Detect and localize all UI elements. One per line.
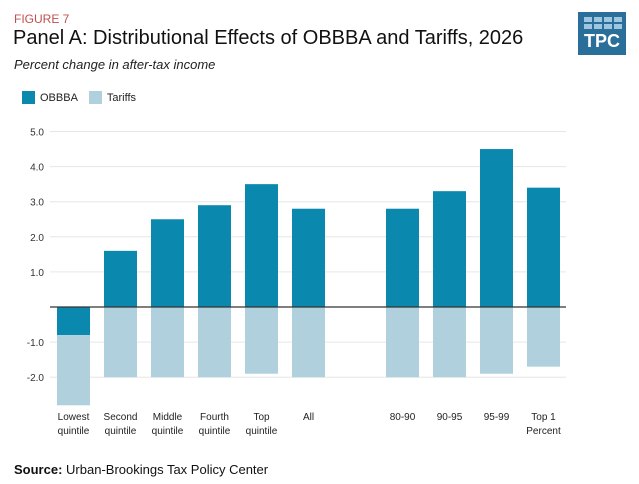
- bar-obbba: [292, 208, 325, 307]
- legend-swatch-tariffs: [88, 91, 102, 104]
- legend-swatch-obbba: [22, 91, 35, 104]
- bar-obbba: [386, 208, 419, 307]
- x-tick-label: All: [303, 412, 314, 423]
- x-tick-label: quintile: [199, 426, 231, 437]
- x-tick-label: quintile: [152, 426, 184, 437]
- y-tick-label: -2.0: [27, 373, 45, 384]
- chart-title: Panel A: Distributional Effects of OBBBA…: [13, 27, 524, 49]
- bar-tariffs: [151, 307, 184, 378]
- x-tick-label: 80-90: [390, 412, 416, 423]
- bar-obbba: [57, 307, 90, 336]
- bar-tariffs: [433, 307, 466, 378]
- x-tick-label: Lowest: [58, 412, 90, 423]
- x-tick-label: quintile: [246, 426, 278, 437]
- x-tick-label: Top 1: [531, 412, 556, 423]
- bar-obbba: [527, 187, 560, 307]
- legend: OBBBA Tariffs: [22, 91, 136, 104]
- x-tick-label: Top: [253, 412, 270, 423]
- y-tick-label: 5.0: [30, 128, 44, 139]
- legend-label-tariffs: Tariffs: [106, 91, 137, 104]
- x-tick-label: 90-95: [437, 412, 463, 423]
- bar-obbba: [198, 205, 231, 307]
- bar-tariffs: [245, 307, 278, 374]
- y-tick-label: 2.0: [30, 233, 44, 244]
- x-tick-label: quintile: [105, 426, 137, 437]
- tpc-logo: TPC: [578, 12, 626, 55]
- bar-tariffs: [292, 307, 325, 378]
- bar-obbba: [151, 219, 184, 307]
- bar-obbba: [104, 250, 137, 307]
- y-tick-label: 1.0: [30, 268, 44, 279]
- y-tick-label: 4.0: [30, 163, 44, 174]
- x-tick-label: Percent: [526, 426, 561, 437]
- bar-tariffs: [480, 307, 513, 374]
- source-label: Source:: [14, 462, 63, 477]
- bar-obbba: [245, 184, 278, 307]
- source-text: Urban-Brookings Tax Policy Center: [66, 462, 269, 477]
- y-tick-label: -1.0: [27, 338, 45, 349]
- x-tick-label: Fourth: [200, 412, 229, 423]
- legend-label-obbba: OBBBA: [40, 91, 78, 104]
- x-tick-label: 95-99: [484, 412, 510, 423]
- bar-tariffs: [527, 307, 560, 367]
- bar-obbba: [433, 191, 466, 307]
- bar-tariffs: [104, 307, 137, 378]
- source-note: Source: Urban-Brookings Tax Policy Cente…: [14, 462, 268, 477]
- x-tick-label: Second: [104, 412, 138, 423]
- bar-tariffs: [57, 335, 90, 406]
- bar-obbba: [480, 149, 513, 307]
- figure-number: FIGURE 7: [14, 12, 70, 26]
- bar-tariffs: [198, 307, 231, 378]
- x-tick-label: quintile: [58, 426, 90, 437]
- y-tick-label: 3.0: [30, 198, 44, 209]
- bar-tariffs: [386, 307, 419, 378]
- chart-subtitle: Percent change in after-tax income: [14, 57, 216, 72]
- logo-text: TPC: [584, 31, 620, 51]
- x-tick-label: Middle: [153, 412, 183, 423]
